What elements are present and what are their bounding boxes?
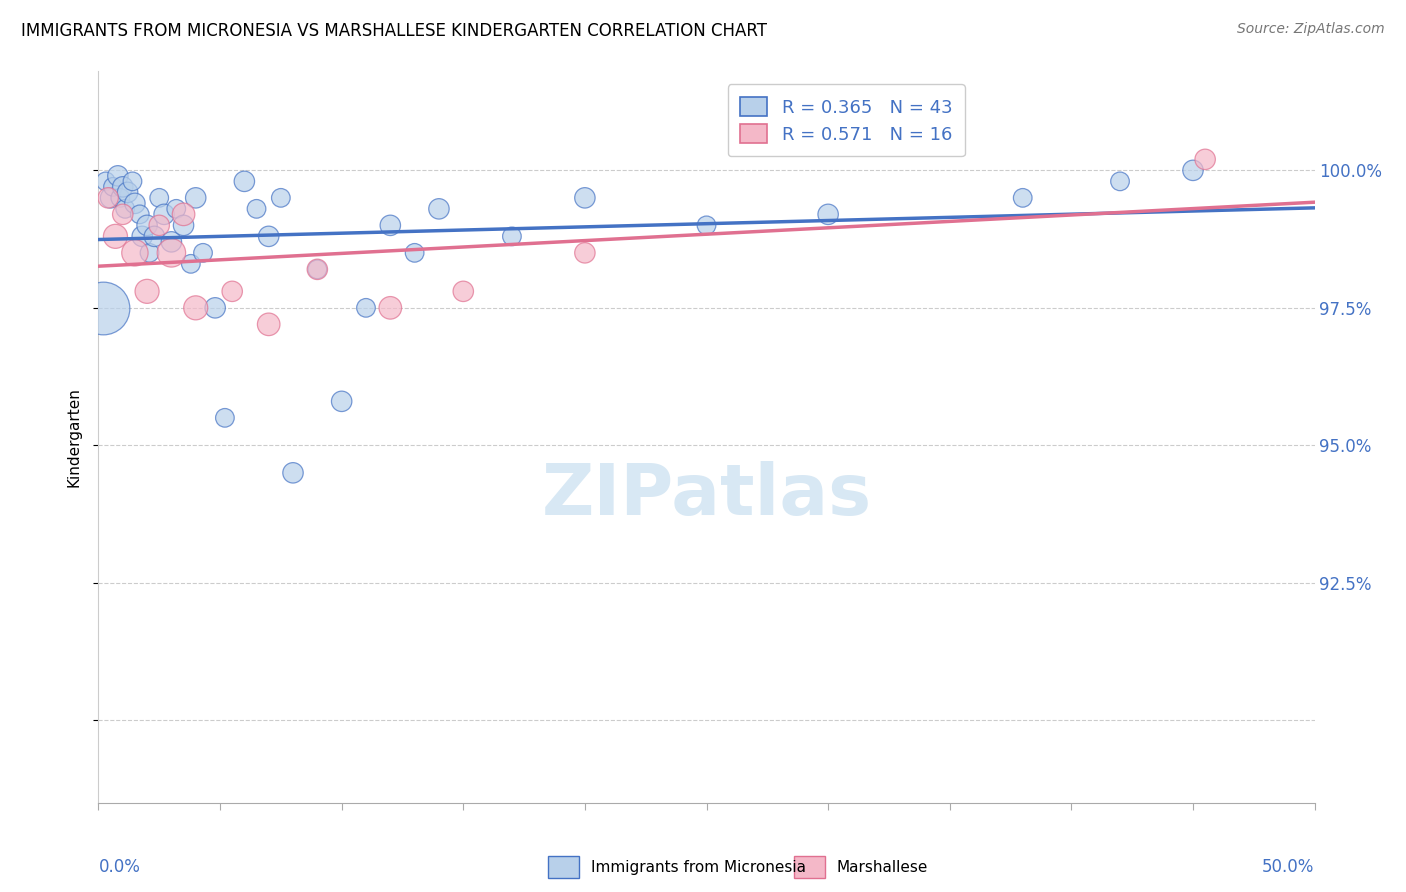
Point (94, 174, 117, 188)
Text: Source: ZipAtlas.com: Source: ZipAtlas.com (1237, 22, 1385, 37)
Point (817, 207, 839, 221)
Point (117, 186, 139, 200)
Point (101, 179, 124, 194)
Point (114, 202, 136, 216)
Point (165, 202, 187, 216)
Text: Marshallese: Marshallese (837, 860, 928, 874)
Point (121, 174, 143, 188)
Point (233, 174, 256, 188)
Point (128, 207, 150, 221)
Point (97, 191, 120, 205)
Point (173, 207, 195, 221)
Point (501, 229, 523, 244)
Point (270, 191, 292, 205)
Point (427, 202, 450, 216)
Point (184, 191, 207, 205)
Point (380, 301, 402, 315)
Text: Immigrants from Micronesia: Immigrants from Micronesia (591, 860, 806, 874)
Point (574, 191, 596, 205)
Point (124, 245, 146, 260)
Legend: R = 0.365   N = 43, R = 0.571   N = 16: R = 0.365 N = 43, R = 0.571 N = 16 (728, 84, 965, 156)
Point (131, 229, 153, 244)
Point (696, 219, 718, 233)
Point (148, 219, 170, 233)
Point (160, 245, 183, 260)
Point (307, 262, 329, 277)
Point (180, 257, 202, 271)
Point (1182, 163, 1205, 178)
Text: 50.0%: 50.0% (1263, 858, 1315, 876)
Point (107, 169, 129, 183)
Point (104, 229, 127, 244)
Point (173, 219, 195, 233)
Point (221, 285, 243, 299)
Point (257, 318, 280, 332)
Text: ZIPatlas: ZIPatlas (541, 461, 872, 530)
Point (330, 394, 353, 409)
Point (404, 245, 426, 260)
Point (354, 301, 377, 315)
Point (1109, 174, 1132, 188)
Point (1194, 153, 1216, 167)
Point (214, 410, 236, 425)
Point (91, 301, 114, 315)
Bar (548, 856, 579, 878)
Point (110, 191, 132, 205)
Point (100, 191, 122, 205)
Point (191, 245, 214, 260)
Point (257, 229, 280, 244)
Point (184, 301, 207, 315)
Point (148, 191, 170, 205)
Point (136, 285, 159, 299)
Point (245, 202, 267, 216)
Y-axis label: Kindergarten: Kindergarten (66, 387, 82, 487)
Point (136, 219, 159, 233)
Point (160, 235, 183, 249)
Point (307, 262, 329, 277)
Point (453, 285, 475, 299)
Point (143, 229, 166, 244)
Point (111, 179, 134, 194)
Point (281, 466, 304, 480)
Point (138, 245, 160, 260)
Point (380, 219, 402, 233)
Point (124, 196, 146, 211)
Point (153, 207, 176, 221)
Point (204, 301, 226, 315)
Bar (794, 856, 825, 878)
Point (1011, 191, 1033, 205)
Text: 0.0%: 0.0% (98, 858, 141, 876)
Text: IMMIGRANTS FROM MICRONESIA VS MARSHALLESE KINDERGARTEN CORRELATION CHART: IMMIGRANTS FROM MICRONESIA VS MARSHALLES… (21, 22, 768, 40)
Point (111, 207, 134, 221)
Point (574, 245, 596, 260)
